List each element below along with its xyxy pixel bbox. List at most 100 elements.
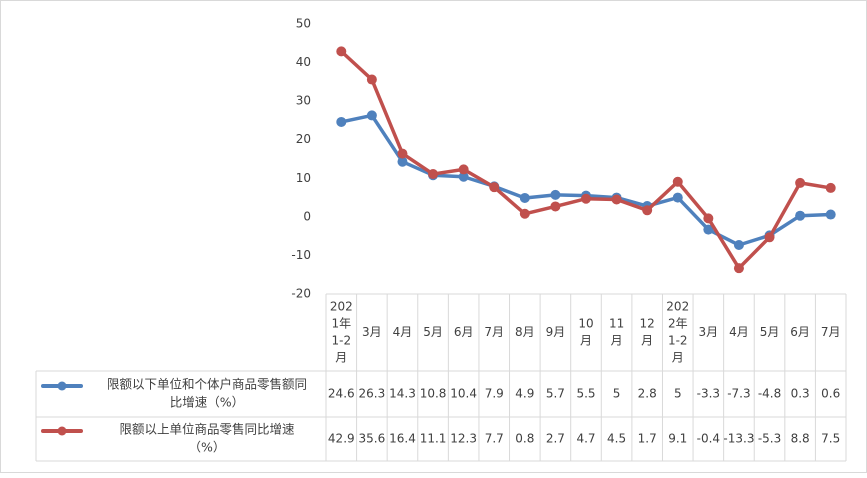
- category-label: 202: [330, 300, 353, 314]
- y-tick-label: 30: [296, 94, 311, 108]
- data-point: [458, 171, 469, 182]
- table-value-cell: 0.6: [821, 387, 840, 401]
- category-label: 1-2: [668, 334, 688, 348]
- table-value-cell: 5.5: [576, 387, 595, 401]
- category-label: 5月: [760, 325, 780, 339]
- category-label: 202: [666, 300, 689, 314]
- data-point: [672, 176, 683, 187]
- series-name: 限额以下单位和个体户商品零售额同: [107, 377, 307, 392]
- table-value-cell: 26.3: [359, 387, 386, 401]
- y-tick-label: 50: [296, 17, 311, 31]
- data-point: [733, 240, 744, 251]
- data-point: [519, 208, 530, 219]
- data-point: [825, 209, 836, 220]
- data-point: [458, 164, 469, 175]
- table-value-cell: 7.5: [821, 432, 840, 446]
- data-point: [366, 74, 377, 85]
- data-point: [550, 189, 561, 200]
- series-name: （%）: [189, 440, 226, 455]
- data-point: [642, 205, 653, 216]
- data-point: [764, 232, 775, 243]
- table-value-cell: 1.7: [638, 432, 657, 446]
- legend-key-marker: [57, 381, 67, 391]
- table-value-cell: -13.3: [723, 432, 754, 446]
- category-label: 4月: [729, 325, 749, 339]
- y-tick-label: 10: [296, 171, 311, 185]
- table-value-cell: 5: [613, 387, 621, 401]
- table-value-cell: -0.4: [697, 432, 720, 446]
- category-label: 3月: [362, 325, 382, 339]
- table-value-cell: 5.7: [546, 387, 565, 401]
- table-value-cell: 42.9: [328, 432, 355, 446]
- data-point: [519, 192, 530, 203]
- category-label: 月: [335, 351, 347, 365]
- data-point: [703, 224, 714, 235]
- table-value-cell: 0.3: [791, 387, 810, 401]
- data-point: [672, 192, 683, 203]
- category-label: 7月: [484, 325, 504, 339]
- data-point: [489, 182, 500, 193]
- category-label: 月: [641, 334, 653, 348]
- table-value-cell: -7.3: [727, 387, 750, 401]
- series-line: [339, 113, 833, 247]
- data-point: [581, 193, 591, 204]
- series-group: [336, 110, 836, 251]
- table-value-cell: 4.5: [607, 432, 626, 446]
- table-value-cell: 24.6: [328, 387, 355, 401]
- table-value-cell: 9.1: [668, 432, 687, 446]
- table-value-cell: 0.8: [515, 432, 534, 446]
- table-value-cell: 35.6: [359, 432, 386, 446]
- table-value-cell: 16.4: [389, 432, 416, 446]
- table-value-cell: 4.9: [515, 387, 534, 401]
- category-label: 4月: [393, 325, 413, 339]
- table-value-cell: -5.3: [758, 432, 781, 446]
- data-point: [703, 213, 714, 224]
- data-point: [550, 201, 561, 212]
- data-point: [795, 177, 806, 188]
- table-value-cell: 7.7: [485, 432, 504, 446]
- y-tick-label: -10: [291, 248, 311, 262]
- data-point: [825, 182, 836, 193]
- category-label: 10: [578, 317, 593, 331]
- category-label: 6月: [790, 325, 810, 339]
- category-label: 月: [611, 334, 623, 348]
- table-value-cell: 10.4: [450, 387, 477, 401]
- category-label: 6月: [454, 325, 474, 339]
- data-point: [611, 194, 622, 205]
- table-value-cell: 10.8: [420, 387, 447, 401]
- table-value-cell: 2.7: [546, 432, 565, 446]
- table-value-cell: 8.8: [791, 432, 810, 446]
- category-label: 5月: [423, 325, 443, 339]
- category-label: 月: [672, 351, 684, 365]
- category-label: 1-2: [331, 334, 351, 348]
- y-tick-label: 40: [296, 55, 311, 69]
- data-point: [366, 110, 377, 121]
- category-label: 12: [640, 317, 655, 331]
- plot-area: [336, 46, 836, 274]
- table-value-cell: 4.7: [576, 432, 595, 446]
- y-tick-label: -20: [291, 287, 311, 301]
- data-point: [397, 156, 408, 167]
- y-axis: -20 -10 0 10 20 30 40 50: [291, 17, 311, 301]
- category-label: 7月: [821, 325, 841, 339]
- category-label: 8月: [515, 325, 535, 339]
- category-label: 9月: [546, 325, 566, 339]
- data-point: [336, 116, 347, 127]
- table-value-cell: 5: [674, 387, 682, 401]
- data-point: [733, 263, 744, 274]
- series-name: 限额以上单位商品零售同比增速: [119, 422, 295, 437]
- series-group: [336, 46, 836, 274]
- data-point: [795, 210, 806, 221]
- table-value-cell: 14.3: [389, 387, 416, 401]
- category-label: 1年: [331, 317, 351, 331]
- legend-key-marker: [57, 426, 67, 436]
- table-value-cell: 12.3: [450, 432, 477, 446]
- table-value-cell: 7.9: [485, 387, 504, 401]
- series-name: 比增速（%）: [170, 395, 244, 410]
- category-label: 11: [609, 317, 624, 331]
- table-value-cell: -3.3: [697, 387, 720, 401]
- category-label: 月: [580, 334, 592, 348]
